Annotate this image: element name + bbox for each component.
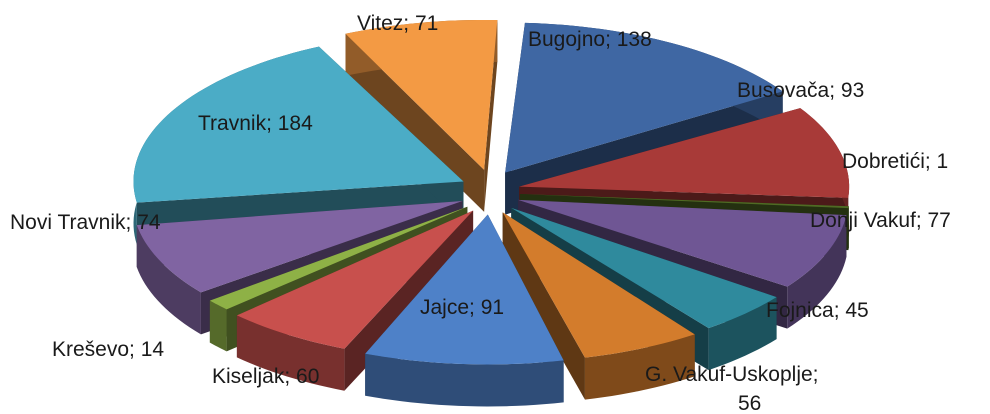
pie-top-layer <box>133 19 850 365</box>
slice-label-busovaca: Busovača; 93 <box>737 79 864 102</box>
pie-label-layer: Bugojno; 138 Busovača; 93 Dobretići; 1 D… <box>10 12 951 414</box>
slice-label-novi-travnik: Novi Travnik; 74 <box>10 211 161 234</box>
slice-kiseljak <box>236 210 474 349</box>
slice-gornji-vakuf <box>502 212 695 358</box>
slice-label-bugojno: Bugojno; 138 <box>528 28 652 51</box>
slice-label-gornji-vakuf-value: 56 <box>738 392 761 414</box>
slice-rim-donji-vakuf <box>787 215 847 329</box>
slice-label-jajce: Jajce; 91 <box>420 296 504 319</box>
slice-wall-gornji-vakuf-1 <box>502 212 585 400</box>
slice-label-travnik: Travnik; 184 <box>198 112 313 135</box>
slice-bugojno <box>505 22 783 173</box>
slice-label-kiseljak: Kiseljak; 60 <box>212 365 319 388</box>
slice-busovaca <box>519 108 850 198</box>
slice-rim-kiseljak <box>236 315 345 391</box>
slice-rim-kresevo <box>209 300 227 352</box>
slice-vitez <box>345 19 498 170</box>
slice-wall-vitez-0 <box>345 33 485 212</box>
slice-kresevo <box>209 206 468 310</box>
slice-wall-vitez-1 <box>484 20 498 212</box>
slice-label-kresevo: Kreševo; 14 <box>52 338 164 361</box>
slice-rim-gornji-vakuf <box>584 334 695 400</box>
slice-travnik <box>133 46 464 203</box>
slice-jajce <box>365 214 564 365</box>
slice-label-dobretici: Dobretići; 1 <box>842 150 948 173</box>
slice-donji-vakuf <box>518 199 847 287</box>
slice-rim-jajce <box>365 353 564 407</box>
slice-label-donji-vakuf: Donji Vakuf; 77 <box>810 209 951 232</box>
slice-fojnica <box>511 207 777 329</box>
slice-label-fojnica: Fojnica; 45 <box>766 299 869 322</box>
slice-novi-travnik <box>136 200 463 293</box>
slice-dobretici <box>519 193 849 209</box>
slice-label-gornji-vakuf: G. Vakuf-Uskoplje; <box>645 363 819 386</box>
slice-rim-fojnica <box>708 297 777 371</box>
slice-label-vitez: Vitez; 71 <box>357 12 438 35</box>
slice-rim-novi-travnik <box>136 225 201 335</box>
